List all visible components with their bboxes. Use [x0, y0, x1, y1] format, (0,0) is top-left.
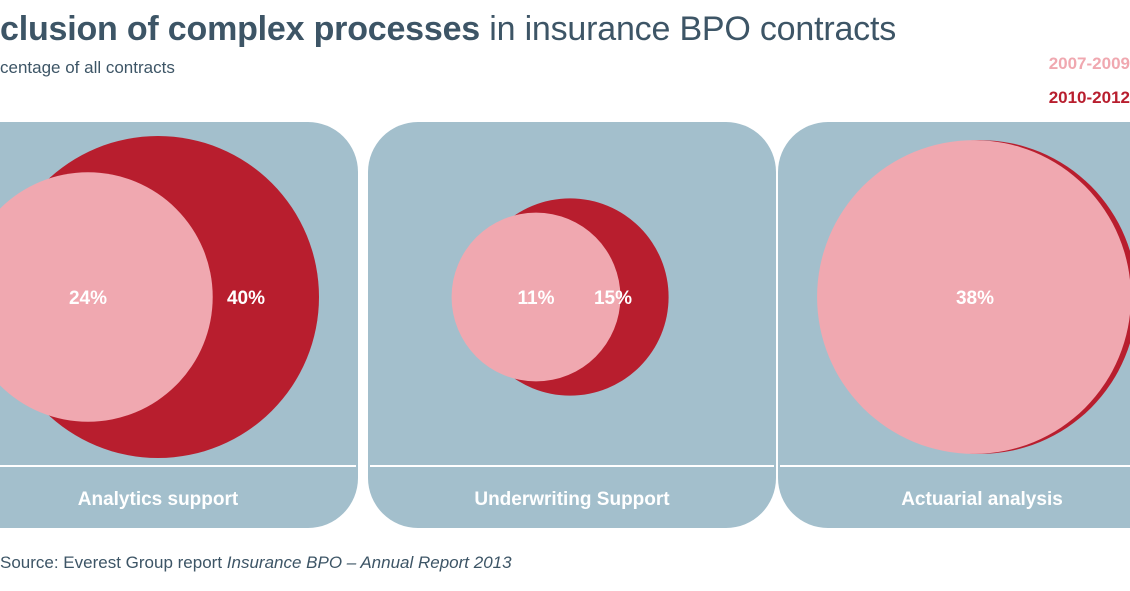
- data-label-2010-2012-analytics-support: 40%: [227, 288, 265, 309]
- chart-title-regular: in insurance BPO contracts: [480, 10, 897, 48]
- category-label-underwriting-support: Underwriting Support: [474, 489, 670, 510]
- source-note: Source: Everest Group report Insurance B…: [0, 553, 512, 573]
- legend-item-2010-2012: 2010-2012: [1048, 88, 1130, 107]
- chart-title-bold: clusion of complex processes: [0, 10, 481, 48]
- category-label-analytics-support: Analytics support: [78, 489, 239, 510]
- legend-item-2007-2009: 2007-2009: [1048, 54, 1130, 73]
- bubble-2007-2009-analytics-support: [0, 172, 213, 422]
- data-label-2007-2009-analytics-support: 24%: [69, 288, 107, 309]
- data-label-2007-2009-actuarial-analysis: 38%: [956, 288, 994, 309]
- bubble-2007-2009-underwriting-support: [451, 212, 621, 382]
- source-report-title: Insurance BPO – Annual Report 2013: [226, 553, 512, 572]
- data-label-2007-2009-underwriting-support: 11%: [518, 288, 555, 309]
- bubble-2007-2009-actuarial-analysis: [817, 140, 1130, 454]
- chart-subtitle: centage of all contracts: [0, 58, 175, 77]
- chart-title: clusion of complex processes in insuranc…: [0, 10, 896, 49]
- legend: 2007-2009 2010-2012: [1049, 52, 1130, 120]
- data-label-2010-2012-underwriting-support: 15%: [594, 288, 632, 309]
- category-label-actuarial-analysis: Actuarial analysis: [901, 489, 1063, 510]
- source-prefix: Source: Everest Group report: [0, 553, 227, 572]
